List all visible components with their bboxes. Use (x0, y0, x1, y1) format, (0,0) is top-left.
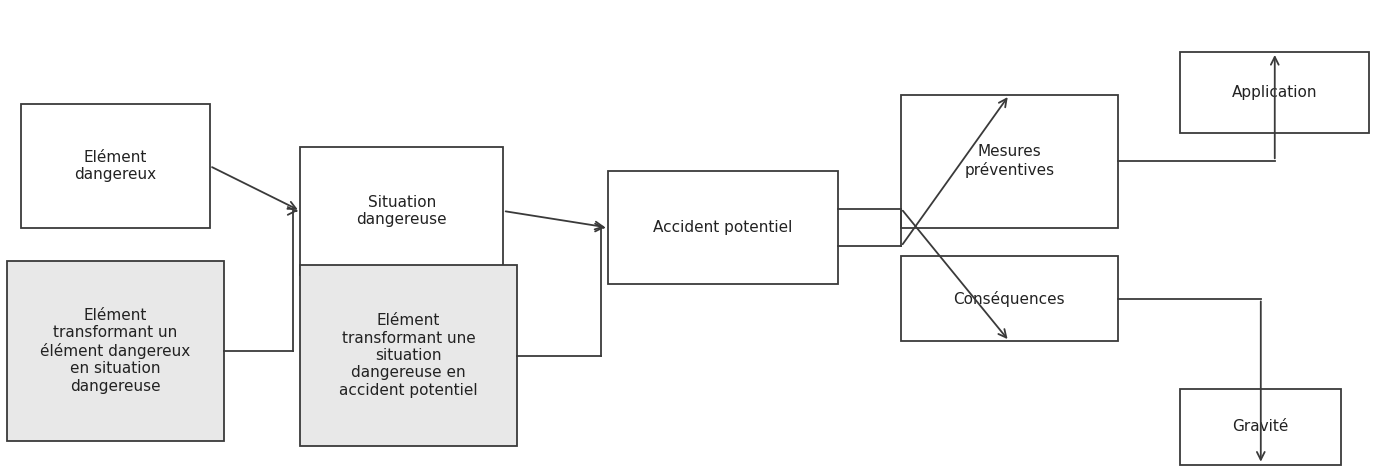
Text: Elément
transformant une
situation
dangereuse en
accident potentiel: Elément transformant une situation dange… (339, 313, 478, 398)
FancyBboxPatch shape (7, 261, 224, 441)
Text: Accident potentiel: Accident potentiel (654, 220, 792, 235)
Text: Elément
transformant un
élément dangereux
en situation
dangereuse: Elément transformant un élément dangereu… (41, 308, 190, 394)
Text: Application: Application (1232, 85, 1317, 100)
Text: Situation
dangereuse: Situation dangereuse (356, 195, 447, 227)
FancyBboxPatch shape (1180, 389, 1341, 465)
FancyBboxPatch shape (300, 265, 517, 446)
Text: Elément
dangereux: Elément dangereux (74, 150, 156, 182)
FancyBboxPatch shape (1180, 52, 1369, 133)
FancyBboxPatch shape (300, 147, 503, 275)
Text: Gravité: Gravité (1232, 419, 1289, 434)
FancyBboxPatch shape (901, 256, 1118, 341)
FancyBboxPatch shape (21, 104, 210, 228)
FancyBboxPatch shape (901, 95, 1118, 228)
Text: Conséquences: Conséquences (954, 291, 1065, 307)
Text: Mesures
préventives: Mesures préventives (964, 145, 1055, 178)
FancyBboxPatch shape (608, 171, 838, 284)
